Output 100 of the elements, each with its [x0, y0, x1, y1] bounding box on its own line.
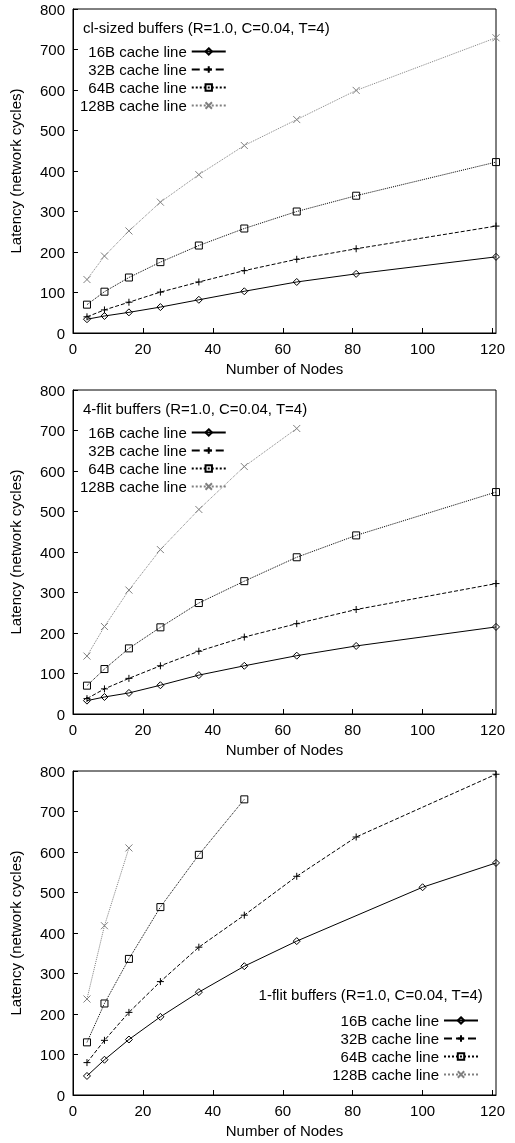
x-tick-label: 40: [204, 1102, 222, 1119]
y-tick-label: 600: [39, 843, 65, 861]
point: [82, 681, 91, 690]
y-tick-label: 700: [39, 41, 65, 58]
x-tick-label: 100: [410, 1102, 436, 1119]
legend-label: 32B cache line: [88, 442, 187, 459]
point: [156, 198, 165, 207]
y-tick-label: 500: [39, 503, 65, 520]
legend-label: 16B cache line: [340, 1012, 439, 1029]
y-tick-label: 700: [39, 803, 65, 820]
point: [240, 224, 249, 233]
y-tick-label: 400: [39, 162, 65, 180]
y-axis-title: Latency (network cycles): [7, 850, 24, 1016]
point: [194, 241, 203, 250]
y-axis-title: Latency (network cycles): [7, 88, 24, 254]
point: [100, 665, 109, 674]
legend-label: 64B cache line: [88, 460, 187, 477]
point: [240, 141, 249, 150]
x-tick-label: 40: [204, 340, 222, 357]
y-tick-label: 200: [39, 243, 65, 261]
legend-label: 128B cache line: [79, 478, 187, 495]
point: [240, 795, 249, 804]
y-tick-label: 300: [39, 965, 65, 982]
point: [100, 921, 109, 930]
point: [82, 652, 91, 661]
legend-label: 16B cache line: [88, 43, 187, 60]
point: [82, 300, 91, 309]
point: [124, 586, 133, 595]
x-tick-label: 0: [68, 1102, 78, 1119]
point: [124, 843, 133, 852]
point: [240, 462, 249, 471]
point: [194, 599, 203, 608]
legend-title: 4-flit buffers (R=1.0, C=0.04, T=4): [83, 400, 308, 417]
point: [292, 115, 301, 124]
legend-label: 32B cache line: [88, 61, 187, 78]
point: [492, 488, 500, 497]
y-tick-label: 400: [39, 543, 65, 561]
x-tick-label: 80: [344, 340, 362, 357]
x-tick-label: 120: [479, 721, 506, 738]
point: [156, 903, 165, 912]
x-tick-label: 60: [274, 1102, 292, 1119]
point: [352, 86, 361, 95]
point: [292, 424, 301, 433]
y-tick-label: 800: [39, 0, 65, 18]
legend-title: 1-flit buffers (R=1.0, C=0.04, T=4): [258, 986, 483, 1003]
x-tick-label: 60: [274, 721, 292, 738]
y-tick-label: 500: [39, 122, 65, 139]
point: [352, 191, 361, 200]
x-tick-label: 20: [134, 340, 152, 357]
y-tick-label: 0: [56, 324, 65, 342]
legend-label: 64B cache line: [340, 1048, 439, 1065]
point: [194, 170, 203, 179]
y-tick-label: 300: [39, 203, 65, 220]
point: [100, 622, 109, 631]
legend-label: 128B cache line: [332, 1066, 439, 1083]
y-tick-label: 700: [39, 422, 65, 439]
point: [492, 33, 500, 42]
y-tick-label: 0: [56, 705, 65, 723]
point: [100, 999, 109, 1008]
y-tick-label: 0: [56, 1086, 65, 1104]
y-tick-label: 100: [39, 284, 65, 301]
point: [156, 623, 165, 632]
y-axis-title: Latency (network cycles): [7, 469, 24, 635]
x-tick-label: 100: [410, 340, 436, 357]
point: [124, 644, 133, 653]
point: [292, 207, 301, 216]
x-tick-label: 20: [134, 721, 152, 738]
point: [124, 954, 133, 963]
point: [100, 252, 109, 261]
x-tick-label: 20: [134, 1102, 152, 1119]
y-tick-label: 500: [39, 884, 65, 901]
x-axis-title: Number of Nodes: [225, 740, 344, 758]
point: [194, 850, 203, 859]
y-tick-label: 400: [39, 924, 65, 942]
y-tick-label: 600: [39, 462, 65, 480]
x-tick-label: 80: [344, 721, 362, 738]
y-tick-label: 600: [39, 81, 65, 99]
x-tick-label: 80: [344, 1102, 362, 1119]
x-tick-label: 40: [204, 721, 222, 738]
point: [100, 287, 109, 296]
legend-label: 32B cache line: [340, 1030, 439, 1047]
legend-label: 64B cache line: [88, 79, 187, 96]
point: [82, 1038, 91, 1047]
legend-label: 16B cache line: [88, 424, 187, 441]
point: [82, 275, 91, 284]
y-tick-label: 100: [39, 665, 65, 682]
x-tick-label: 0: [68, 721, 78, 738]
point: [156, 545, 165, 554]
y-tick-label: 300: [39, 584, 65, 601]
point: [292, 553, 301, 562]
x-tick-label: 60: [274, 340, 292, 357]
legend-title: cl-sized buffers (R=1.0, C=0.04, T=4): [83, 19, 330, 36]
point: [352, 531, 361, 540]
point: [124, 273, 133, 282]
x-axis-title: Number of Nodes: [225, 359, 344, 377]
y-tick-label: 200: [39, 1005, 65, 1023]
point: [156, 258, 165, 267]
y-tick-label: 800: [39, 381, 65, 399]
point: [124, 226, 133, 235]
point: [492, 158, 500, 167]
